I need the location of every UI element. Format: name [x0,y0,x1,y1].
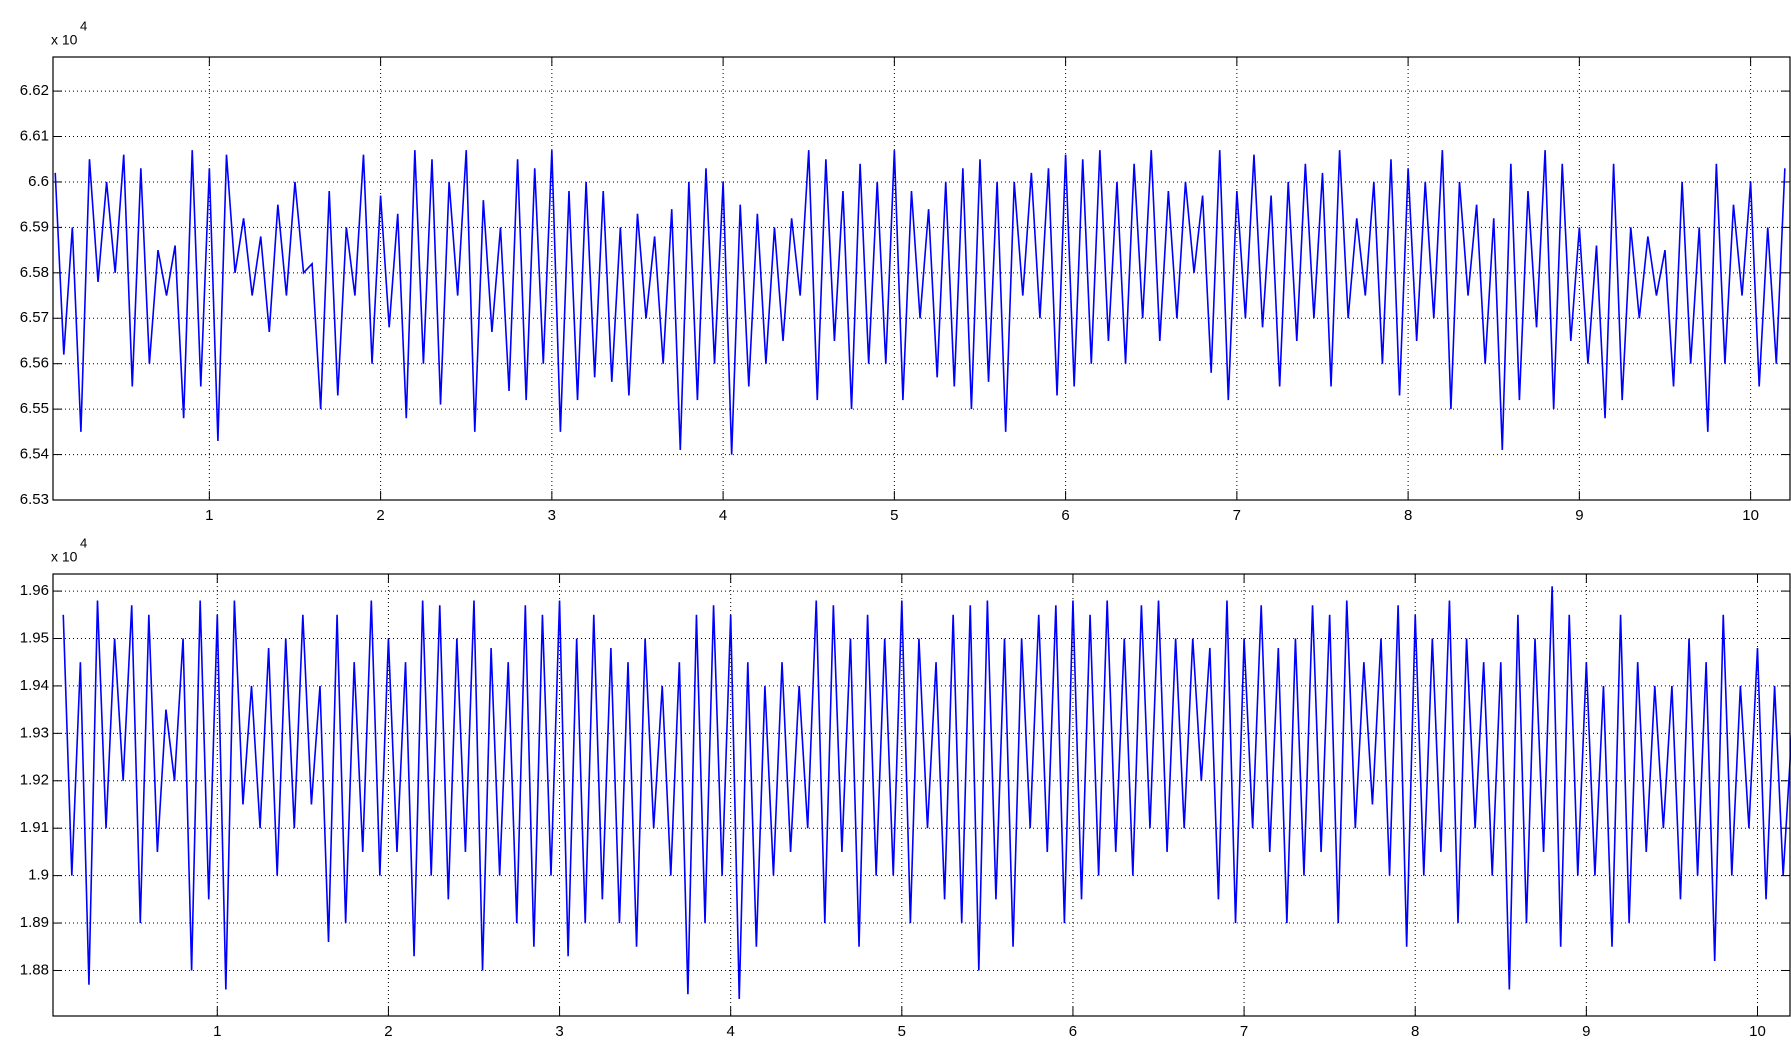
y-tick-label: 6.53 [20,491,49,508]
plot-lines [54,150,1786,455]
y-tick-label: 1.89 [20,914,49,931]
x-tick-label: 4 [727,1023,735,1040]
y-tick-label: 1.95 [20,629,49,646]
y-tick-label: 1.91 [20,819,49,836]
y-exponent: 4 [80,18,87,33]
x-tick-label: 10 [1742,507,1759,524]
x-tick-label: 4 [719,507,727,524]
y-tick-label: 1.88 [20,961,49,978]
y-tick-label: 1.94 [20,677,49,694]
y-multiplier: x 10 [51,32,78,48]
x-tick-label: 3 [548,507,556,524]
y-tick-label: 1.96 [20,582,49,599]
y-tick-label: 6.6 [28,173,49,190]
x-tick-label: 3 [555,1023,563,1040]
x-tick-label: 5 [890,507,898,524]
x-tick-label: 7 [1240,1023,1248,1040]
y-tick-label: 1.93 [20,724,49,741]
y-tick-label: 1.9 [28,867,49,884]
x-tick-label: 9 [1575,507,1583,524]
signal-line [54,150,1786,455]
y-tick-label: 6.56 [20,355,49,372]
x-tick-label: 2 [376,507,384,524]
x-tick-label: 5 [898,1023,906,1040]
y-tick-label: 6.62 [20,82,49,99]
y-multiplier: x 10 [51,549,78,565]
x-tick-label: 7 [1233,507,1241,524]
y-tick-label: 6.57 [20,309,49,326]
signal-line [62,586,1791,999]
y-tick-label: 6.55 [20,400,49,417]
axes-box [52,56,1791,501]
x-tick-label: 9 [1582,1023,1590,1040]
y-tick-label: 1.92 [20,772,49,789]
y-tick-label: 6.61 [20,127,49,144]
x-tick-label: 6 [1069,1023,1077,1040]
y-tick-label: 6.58 [20,264,49,281]
y-exponent: 4 [80,535,87,550]
x-tick-label: 8 [1404,507,1412,524]
y-tick-label: 6.59 [20,218,49,235]
plot-lines [62,586,1791,999]
x-tick-label: 1 [205,507,213,524]
x-tick-label: 2 [384,1023,392,1040]
x-tick-label: 8 [1411,1023,1419,1040]
x-tick-label: 6 [1061,507,1069,524]
y-tick-label: 6.54 [20,446,49,463]
x-tick-label: 1 [213,1023,221,1040]
x-tick-label: 10 [1749,1023,1766,1040]
axes-box [52,573,1791,1017]
